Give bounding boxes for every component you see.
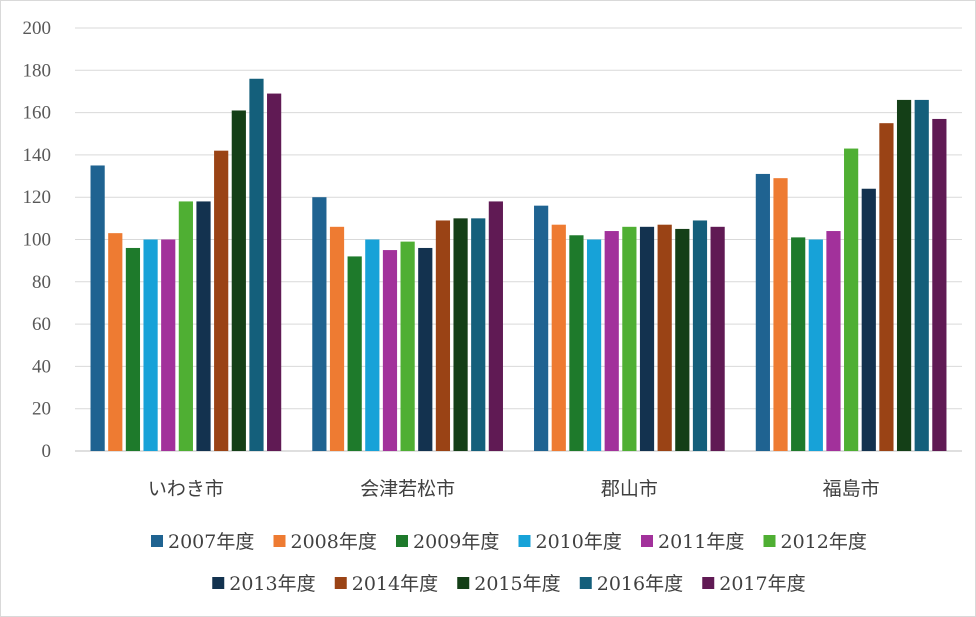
bar [90, 165, 105, 451]
bar [755, 173, 770, 451]
y-tick-label: 20 [32, 399, 51, 420]
y-tick-label: 100 [23, 230, 52, 251]
bar [879, 123, 894, 452]
y-tick-label: 0 [42, 441, 52, 462]
bar [267, 93, 282, 451]
bar [914, 99, 929, 451]
bar [435, 220, 451, 451]
x-tick-label: 会津若松市 [360, 478, 455, 500]
y-tick-label: 40 [32, 356, 51, 377]
bar [675, 228, 690, 451]
bar [622, 226, 637, 451]
bar [639, 226, 655, 451]
legend-swatch [518, 535, 531, 547]
y-axis-ticks: 0 20 40 60 80 100 120 140 160 180 200 [23, 18, 52, 462]
legend-swatch [457, 577, 470, 589]
bar [329, 226, 345, 451]
bar [125, 247, 141, 451]
y-tick-label: 80 [32, 272, 51, 293]
bar [249, 78, 264, 451]
bar [143, 239, 158, 451]
bar [196, 201, 211, 451]
bar [108, 233, 123, 451]
bar [932, 118, 947, 451]
x-tick-label: いわき市 [148, 478, 224, 500]
bar [365, 239, 380, 451]
bar [161, 239, 176, 451]
bar [586, 239, 602, 451]
legend-label: 2009年度 [413, 531, 499, 553]
bar [347, 256, 362, 451]
legend-swatch [702, 577, 715, 589]
bar [382, 250, 398, 451]
y-tick-label: 160 [23, 103, 52, 124]
bar [896, 99, 912, 451]
legend-label: 2007年度 [168, 531, 254, 553]
bar [710, 226, 725, 451]
bar [808, 239, 823, 451]
bar [178, 201, 193, 451]
y-tick-label: 200 [23, 18, 52, 39]
legend: 2007年度 2008年度 2009年度 2010年度 2011年度 2012年度 2013… [151, 531, 867, 595]
bar [534, 205, 549, 451]
legend-swatch [763, 535, 776, 547]
legend-label: 2015年度 [474, 573, 560, 595]
y-tick-label: 120 [23, 187, 52, 208]
bar [471, 218, 486, 451]
bar [312, 197, 327, 451]
bar [692, 220, 708, 451]
legend-label: 2010年度 [536, 531, 622, 553]
legend-swatch [212, 577, 225, 589]
legend-label: 2008年度 [291, 531, 377, 553]
bar [418, 247, 433, 451]
y-tick-label: 60 [32, 314, 51, 335]
bar [488, 201, 503, 451]
legend-swatch [151, 535, 163, 547]
bars [90, 78, 947, 452]
x-tick-label: 郡山市 [601, 478, 658, 500]
y-tick-label: 140 [23, 145, 52, 166]
legend-swatch [396, 535, 408, 547]
legend-swatch [273, 535, 286, 547]
bar [604, 231, 619, 451]
bar [231, 110, 246, 452]
legend-swatch [334, 577, 347, 589]
bar [861, 188, 876, 452]
legend-label: 2016年度 [597, 573, 683, 595]
bar [657, 224, 672, 451]
bar [826, 231, 841, 451]
legend-label: 2013年度 [229, 573, 315, 595]
legend-label: 2017年度 [719, 573, 805, 595]
bar [791, 237, 806, 451]
legend-swatch [641, 535, 653, 547]
x-axis-labels: いわき市 会津若松市 郡山市 福島市 [148, 478, 880, 500]
bar [453, 218, 468, 451]
x-tick-label: 福島市 [823, 478, 880, 500]
legend-label: 2012年度 [781, 531, 867, 553]
bar [844, 148, 859, 451]
legend-label: 2014年度 [352, 573, 438, 595]
bar [400, 241, 415, 451]
bar [569, 235, 584, 451]
legend-label: 2011年度 [658, 531, 744, 553]
legend-swatch [579, 577, 592, 589]
bar [551, 224, 566, 451]
y-tick-label: 180 [23, 60, 52, 81]
bar [214, 150, 229, 452]
bar [773, 178, 788, 452]
